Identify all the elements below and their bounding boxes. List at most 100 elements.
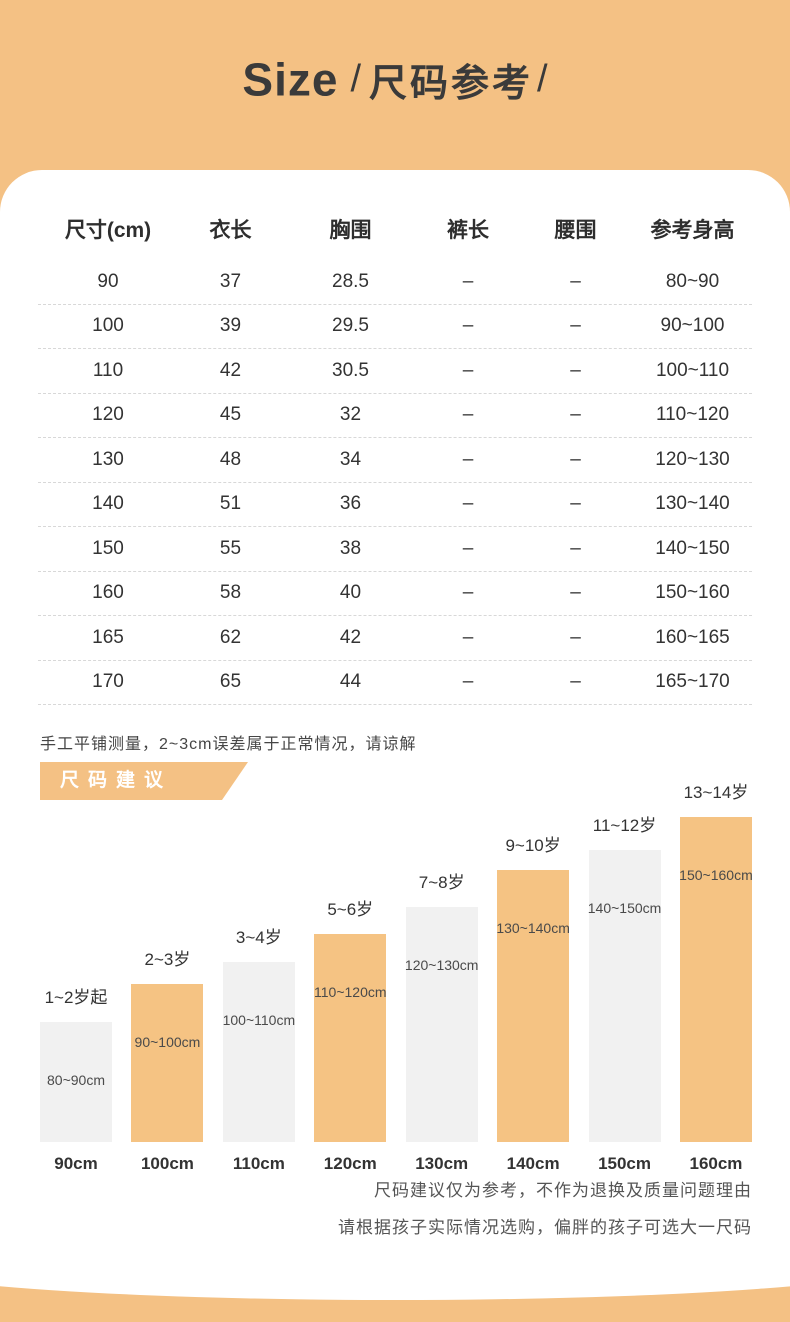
table-cell: 140~150 xyxy=(655,537,730,559)
size-category-label: 130cm xyxy=(415,1154,469,1173)
height-range-label: 150~160cm xyxy=(679,867,753,883)
disclaimer-line-2: 请根据孩子实际情况选购，偏胖的孩子可选大一尺码 xyxy=(338,1218,752,1237)
table-cell: 165~170 xyxy=(655,671,730,693)
table-cell: – xyxy=(462,448,474,470)
table-cell: 150~160 xyxy=(655,582,730,604)
bar-column: 3~4岁 100~110cm 110cm xyxy=(223,923,296,1174)
table-cell: 90 xyxy=(97,270,119,292)
column-header: 衣长 xyxy=(209,219,252,242)
bar: 140~150cm xyxy=(587,850,662,1142)
table-row: 170 65 44 – – 165~170 xyxy=(38,661,752,705)
column-header: 裤长 xyxy=(447,219,489,242)
height-range-label: 100~110cm xyxy=(222,1012,296,1028)
table-cell: – xyxy=(570,270,581,292)
title-english: Size xyxy=(242,53,339,106)
table-row: 140 51 36 – – 130~140 xyxy=(38,483,752,527)
table-cell: 130 xyxy=(92,448,124,470)
age-label: 13~14岁 xyxy=(683,783,749,802)
column-header: 尺寸(cm) xyxy=(64,219,152,242)
table-cell: 38 xyxy=(339,537,362,559)
table-cell: 150 xyxy=(92,537,124,559)
table-cell: – xyxy=(462,359,474,381)
bar-column: 11~12岁 140~150cm 150cm xyxy=(587,811,662,1174)
table-cell: 36 xyxy=(339,493,362,515)
age-label: 3~4岁 xyxy=(235,928,282,947)
table-cell: – xyxy=(462,493,474,515)
bar-column: 1~2岁起 80~90cm 90cm xyxy=(40,983,112,1174)
bottom-curve-decoration xyxy=(0,1270,790,1322)
table-row: 165 62 42 – – 160~165 xyxy=(38,616,752,661)
bar: 110~120cm xyxy=(314,934,387,1142)
table-cell: – xyxy=(570,582,581,604)
age-label: 2~3岁 xyxy=(144,950,191,969)
height-range-label: 80~90cm xyxy=(47,1072,105,1088)
table-cell: – xyxy=(570,493,581,515)
table-cell: 42 xyxy=(219,359,242,381)
table-cell: 100 xyxy=(92,315,124,337)
title-slash-icon: / xyxy=(350,58,362,100)
age-label: 1~2岁起 xyxy=(44,988,108,1007)
bar: 100~110cm xyxy=(223,962,295,1142)
table-row: 90 37 28.5 – – 80~90 xyxy=(38,260,752,305)
table-row: 110 42 30.5 – – 100~110 xyxy=(38,349,752,394)
column-header: 参考身高 xyxy=(650,219,735,242)
table-cell: – xyxy=(570,404,581,426)
table-cell: 110 xyxy=(92,359,124,381)
table-cell: 42 xyxy=(339,626,362,648)
table-cell: – xyxy=(570,359,581,381)
size-category-label: 120cm xyxy=(323,1154,377,1173)
size-table-header-row: 尺寸(cm) 衣长 胸围 裤长 腰围 参考身高 xyxy=(38,202,752,256)
table-cell: 40 xyxy=(339,582,362,604)
table-cell: – xyxy=(462,671,474,693)
height-range-label: 90~100cm xyxy=(134,1034,201,1050)
table-row: 120 45 32 – – 110~120 xyxy=(38,394,752,438)
bar-column: 7~8岁 120~130cm 130cm xyxy=(405,868,479,1174)
table-cell: – xyxy=(462,582,474,604)
table-cell: 34 xyxy=(339,448,362,470)
table-cell: 62 xyxy=(219,626,242,648)
table-cell: 58 xyxy=(219,582,242,604)
table-cell: 110~120 xyxy=(655,404,730,426)
table-cell: 51 xyxy=(219,493,242,515)
table-cell: 170 xyxy=(92,671,124,693)
table-cell: – xyxy=(462,270,474,292)
bar-chart: 1~2岁起 80~90cm 90cm 2~3岁 90~100cm 100cm 3~4岁 100… xyxy=(40,778,753,1174)
size-category-label: 100cm xyxy=(140,1154,194,1173)
bar: 130~140cm xyxy=(496,870,570,1142)
size-suggestion-banner: 尺码建议 xyxy=(40,762,248,800)
title-slash-tail-icon: / xyxy=(537,58,548,100)
height-range-label: 140~150cm xyxy=(587,900,662,916)
table-cell: – xyxy=(570,315,581,337)
table-row: 100 39 29.5 – – 90~100 xyxy=(38,305,752,349)
age-label: 11~12岁 xyxy=(592,816,657,835)
size-table-body: 90 37 28.5 – – 80~90 100 39 29.5 – – 90~100 110 42 30.… xyxy=(38,260,752,705)
table-cell: 30.5 xyxy=(332,359,369,381)
bar-column: 13~14岁 150~160cm 160cm xyxy=(679,778,753,1174)
page-title: Size / 尺码参考 / xyxy=(0,52,790,107)
table-cell: – xyxy=(570,537,581,559)
age-label: 5~6岁 xyxy=(327,900,374,919)
height-range-label: 130~140cm xyxy=(496,920,570,936)
table-cell: – xyxy=(462,537,474,559)
table-cell: – xyxy=(462,404,474,426)
table-cell: 165 xyxy=(92,626,124,648)
size-category-label: 140cm xyxy=(506,1154,560,1173)
column-header: 胸围 xyxy=(329,219,372,242)
bar-column: 5~6岁 110~120cm 120cm xyxy=(314,895,387,1174)
table-cell: 120 xyxy=(92,404,124,426)
column-header: 腰围 xyxy=(554,219,597,242)
title-chinese: 尺码参考 xyxy=(369,63,534,105)
bar: 150~160cm xyxy=(679,817,753,1142)
table-cell: – xyxy=(570,448,581,470)
table-cell: 32 xyxy=(339,404,362,426)
bar-column: 9~10岁 130~140cm 140cm xyxy=(496,831,570,1174)
table-cell: 39 xyxy=(219,315,242,337)
table-cell: – xyxy=(462,315,474,337)
table-row: 150 55 38 – – 140~150 xyxy=(38,527,752,572)
table-cell: 55 xyxy=(219,537,242,559)
disclaimer-line-1: 尺码建议仅为参考，不作为退换及质量问题理由 xyxy=(374,1181,752,1200)
table-cell: 140 xyxy=(92,493,124,515)
disclaimer: 尺码建议仅为参考，不作为退换及质量问题理由 请根据孩子实际情况选购，偏胖的孩子可… xyxy=(338,1172,752,1246)
content-card: 尺寸(cm) 衣长 胸围 裤长 腰围 参考身高 90 37 28.5 – – 80~90 100 39 2… xyxy=(0,170,790,1322)
table-cell: 80~90 xyxy=(665,270,720,292)
